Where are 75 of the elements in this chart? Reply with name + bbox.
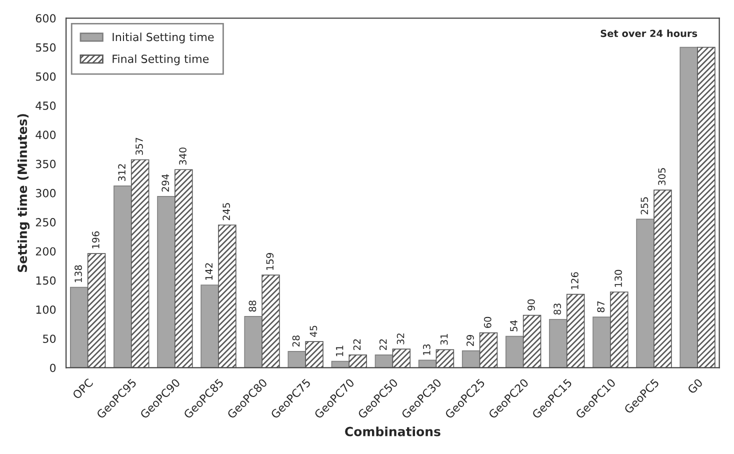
y-tick-label: 50 — [43, 334, 56, 343]
data-label: 130 — [614, 270, 622, 287]
bar — [522, 314, 542, 368]
data-label: 340 — [179, 148, 186, 165]
bar — [305, 341, 324, 368]
data-label: 83 — [554, 304, 562, 315]
bar — [262, 274, 280, 368]
data-label: 45 — [310, 326, 318, 337]
bar — [374, 354, 394, 368]
y-tick-label: 350 — [36, 160, 56, 168]
y-tick-label: 100 — [36, 305, 56, 314]
y-tick-label: 250 — [36, 218, 56, 226]
data-label: 90 — [528, 299, 535, 311]
y-tick-label: 550 — [36, 43, 56, 52]
bar — [70, 286, 88, 368]
y-tick-label: 300 — [36, 188, 56, 198]
data-label: 13 — [423, 344, 430, 355]
data-label: 87 — [597, 301, 605, 312]
bar — [697, 46, 716, 368]
data-label: 312 — [118, 164, 126, 182]
bar — [436, 349, 454, 368]
bar — [680, 46, 698, 368]
y-tick-label: 600 — [36, 14, 56, 23]
bar — [392, 348, 411, 368]
bar — [479, 332, 498, 368]
data-label: 32 — [396, 334, 404, 344]
data-label: 159 — [266, 253, 274, 270]
x-axis-title: Combinations — [345, 426, 440, 436]
data-label: 22 — [353, 339, 361, 350]
data-label: 196 — [92, 231, 100, 248]
data-label: 126 — [571, 272, 578, 290]
y-tick-label: 400 — [36, 130, 56, 140]
y-tick-label: 150 — [36, 276, 56, 285]
bar — [549, 318, 568, 368]
data-label: 28 — [292, 336, 300, 347]
bar — [462, 350, 480, 368]
bar — [566, 294, 585, 368]
data-label: 357 — [136, 138, 143, 155]
bar — [348, 354, 367, 368]
data-label: 88 — [248, 300, 256, 312]
data-label: 29 — [466, 334, 474, 346]
bar — [130, 159, 150, 368]
bar — [610, 292, 628, 368]
data-label: 305 — [658, 168, 666, 186]
bar — [200, 284, 219, 368]
bar — [636, 218, 654, 368]
y-axis-title: Setting time (Minutes) — [17, 114, 30, 272]
bar — [592, 316, 611, 368]
data-label: 294 — [162, 174, 170, 192]
bar — [157, 196, 176, 368]
bar — [506, 336, 524, 368]
data-label: 245 — [222, 203, 230, 220]
legend-label: Final Setting time — [112, 54, 209, 66]
bar — [174, 169, 193, 368]
y-tick-label: 200 — [36, 247, 56, 256]
x-tick-label: G0 — [687, 378, 704, 394]
data-label: 31 — [440, 334, 448, 345]
data-label: 142 — [205, 263, 212, 280]
legend-label: Initial Setting time — [112, 32, 214, 44]
data-label: 255 — [640, 197, 648, 214]
y-tick-label: 0 — [50, 364, 56, 372]
data-label: 138 — [74, 265, 82, 282]
bar — [218, 224, 236, 368]
y-tick-label: 450 — [36, 102, 56, 110]
bar — [654, 190, 672, 368]
data-label: 22 — [379, 339, 387, 350]
bar — [244, 316, 262, 368]
annotation: Set over 24 hours — [600, 30, 698, 38]
data-label: 11 — [336, 346, 344, 356]
bar — [87, 253, 106, 368]
y-tick-label: 500 — [36, 72, 56, 81]
data-label: 54 — [510, 320, 518, 332]
bar — [418, 360, 437, 368]
bar — [114, 186, 132, 368]
data-label: 60 — [484, 316, 492, 328]
